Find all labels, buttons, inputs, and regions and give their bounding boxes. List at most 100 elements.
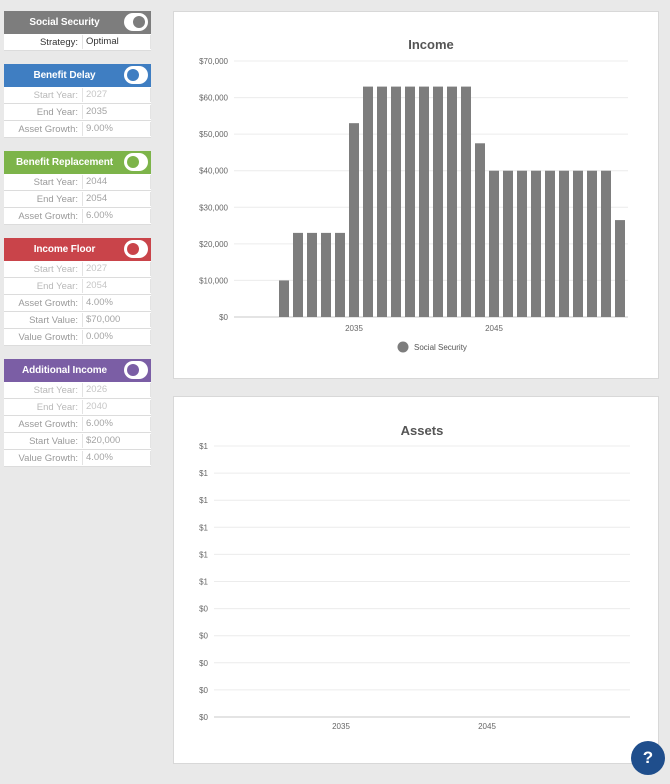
toggle-knob <box>127 243 139 255</box>
asset-growth-input[interactable]: 6.00% <box>82 417 151 431</box>
settings-sidebar: Social Security Strategy: Optimal Benefi… <box>4 11 151 480</box>
income-bar <box>391 86 401 317</box>
start-value-label: Start Value: <box>29 435 78 447</box>
y-tick-label: $0 <box>199 686 208 695</box>
x-tick-label: 2045 <box>485 324 503 333</box>
legend-marker <box>397 341 409 353</box>
start-year-input[interactable]: 2027 <box>82 88 151 102</box>
income-bar <box>419 86 429 317</box>
value-growth-row: Value Growth: 0.00% <box>4 329 151 346</box>
asset-growth-input[interactable]: 9.00% <box>82 122 151 136</box>
income-bar <box>601 170 611 317</box>
income-bar <box>405 86 415 317</box>
asset-growth-input[interactable]: 4.00% <box>82 296 151 310</box>
benefit-replacement-toggle[interactable] <box>124 153 148 171</box>
end-year-row: End Year: 2040 <box>4 399 151 416</box>
start-year-row: Start Year: 2026 <box>4 382 151 399</box>
end-year-input[interactable]: 2035 <box>82 105 151 119</box>
end-year-label: End Year: <box>36 106 78 118</box>
start-year-label: Start Year: <box>33 384 78 396</box>
start-value-input[interactable]: $20,000 <box>82 434 151 448</box>
y-tick-label: $0 <box>199 632 208 641</box>
income-bar <box>279 280 289 317</box>
additional-income-toggle[interactable] <box>124 361 148 379</box>
income-bar <box>363 86 373 317</box>
y-tick-label: $70,000 <box>199 57 228 66</box>
income-bar <box>461 86 471 317</box>
end-year-row: End Year: 2054 <box>4 278 151 295</box>
y-tick-label: $50,000 <box>199 130 228 139</box>
start-year-label: Start Year: <box>33 263 78 275</box>
value-growth-input[interactable]: 4.00% <box>82 451 151 465</box>
end-year-input[interactable]: 2054 <box>82 279 151 293</box>
start-value-input[interactable]: $70,000 <box>82 313 151 327</box>
chart-title: Income <box>408 37 454 52</box>
y-tick-label: $1 <box>199 469 208 478</box>
y-tick-label: $1 <box>199 550 208 559</box>
income-bar <box>475 143 485 317</box>
asset-growth-label: Asset Growth: <box>18 297 78 309</box>
toggle-knob <box>127 69 139 81</box>
income-chart: Income $70,000 $60,000 $50,000 $40,000 $30,00… <box>199 37 628 353</box>
income-bar <box>587 170 597 317</box>
y-tick-label: $20,000 <box>199 240 228 249</box>
help-button[interactable]: ? <box>631 741 665 775</box>
start-year-input[interactable]: 2026 <box>82 383 151 397</box>
y-tick-label: $1 <box>199 442 208 451</box>
benefit-delay-header[interactable]: Benefit Delay <box>4 64 151 87</box>
x-tick-label: 2045 <box>478 722 496 731</box>
start-year-label: Start Year: <box>33 176 78 188</box>
start-year-input[interactable]: 2044 <box>82 175 151 189</box>
end-year-label: End Year: <box>36 280 78 292</box>
toggle-knob <box>133 16 145 28</box>
asset-growth-input[interactable]: 6.00% <box>82 209 151 223</box>
y-tick-label: $40,000 <box>199 167 228 176</box>
value-growth-input[interactable]: 0.00% <box>82 330 151 344</box>
asset-growth-label: Asset Growth: <box>18 123 78 135</box>
income-bar <box>321 232 331 317</box>
value-growth-row: Value Growth: 4.00% <box>4 450 151 467</box>
y-tick-label: $0 <box>199 713 208 722</box>
start-value-row: Start Value: $70,000 <box>4 312 151 329</box>
end-year-input[interactable]: 2040 <box>82 400 151 414</box>
asset-growth-row: Asset Growth: 6.00% <box>4 208 151 225</box>
additional-income-header[interactable]: Additional Income <box>4 359 151 382</box>
additional-income-section: Additional Income Start Year: 2026 End Y… <box>4 359 151 467</box>
asset-growth-row: Asset Growth: 9.00% <box>4 121 151 138</box>
value-growth-label: Value Growth: <box>18 452 79 464</box>
social-security-toggle[interactable] <box>124 13 148 31</box>
assets-chart-card: Assets $1 $1 $1 $1 $1 $1 $0 $0 $0 $0 $0 2035 2045 <box>173 396 659 764</box>
income-bar <box>545 170 555 317</box>
start-year-input[interactable]: 2027 <box>82 262 151 276</box>
asset-growth-label: Asset Growth: <box>18 418 78 430</box>
y-tick-label: $1 <box>199 523 208 532</box>
assets-chart: Assets $1 $1 $1 $1 $1 $1 $0 $0 $0 $0 $0 2035 2045 <box>199 423 630 731</box>
end-year-input[interactable]: 2054 <box>82 192 151 206</box>
income-bar <box>433 86 443 317</box>
start-year-label: Start Year: <box>33 89 78 101</box>
strategy-row: Strategy: Optimal <box>4 34 151 51</box>
asset-growth-label: Asset Growth: <box>18 210 78 222</box>
toggle-knob <box>127 156 139 168</box>
income-bar <box>559 170 569 317</box>
start-year-row: Start Year: 2027 <box>4 261 151 278</box>
strategy-select[interactable]: Optimal <box>82 35 151 49</box>
benefit-delay-toggle[interactable] <box>124 66 148 84</box>
legend-label: Social Security <box>414 343 467 352</box>
y-tick-label: $1 <box>199 496 208 505</box>
social-security-header[interactable]: Social Security <box>4 11 151 34</box>
income-floor-toggle[interactable] <box>124 240 148 258</box>
income-floor-header[interactable]: Income Floor <box>4 238 151 261</box>
income-floor-title: Income Floor <box>33 244 96 255</box>
social-security-section: Social Security Strategy: Optimal <box>4 11 151 51</box>
benefit-replacement-section: Benefit Replacement Start Year: 2044 End… <box>4 151 151 225</box>
end-year-label: End Year: <box>36 193 78 205</box>
benefit-replacement-title: Benefit Replacement <box>15 157 114 168</box>
end-year-row: End Year: 2035 <box>4 104 151 121</box>
start-value-row: Start Value: $20,000 <box>4 433 151 450</box>
benefit-replacement-header[interactable]: Benefit Replacement <box>4 151 151 174</box>
income-bar <box>349 123 359 318</box>
start-year-row: Start Year: 2044 <box>4 174 151 191</box>
income-bar <box>335 232 345 317</box>
y-tick-label: $60,000 <box>199 94 228 103</box>
